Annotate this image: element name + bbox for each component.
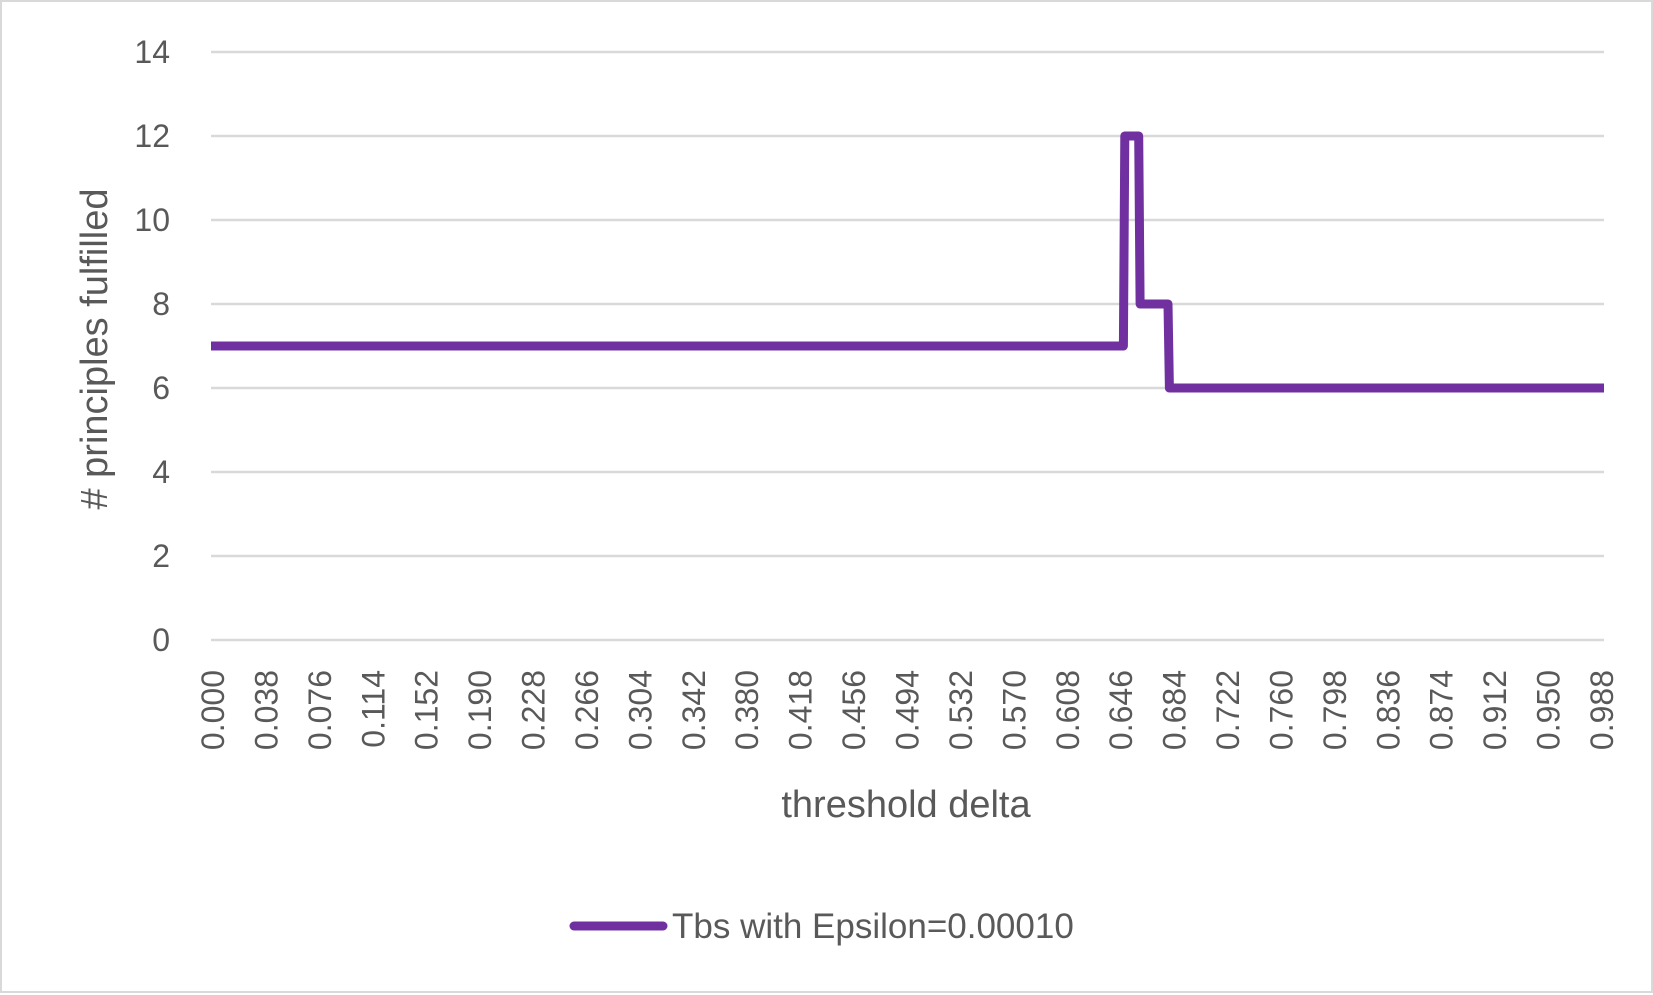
x-axis-title: threshold delta	[781, 784, 1031, 826]
x-tick-label: 0.418	[783, 670, 819, 750]
x-tick-label: 0.038	[248, 670, 284, 750]
x-tick-label: 0.760	[1263, 670, 1299, 750]
y-tick-label: 14	[134, 34, 170, 70]
legend-label: Tbs with Epsilon=0.00010	[672, 907, 1074, 946]
x-tick-label: 0.532	[943, 670, 979, 750]
x-tick-label: 0.304	[622, 670, 658, 750]
x-tick-label: 0.912	[1477, 670, 1513, 750]
x-tick-label: 0.836	[1370, 670, 1406, 750]
y-tick-label: 0	[152, 622, 170, 658]
x-axis-ticks: 0.000 0.038 0.076 0.114 0.152 0.190 0.228 0.266…	[195, 670, 1620, 750]
y-tick-label: 12	[134, 118, 170, 154]
x-tick-label: 0.608	[1050, 670, 1086, 750]
x-tick-label: 0.190	[462, 670, 498, 750]
x-tick-label: 0.456	[836, 670, 872, 750]
x-tick-label: 0.798	[1317, 670, 1353, 750]
y-tick-label: 10	[134, 202, 170, 238]
x-tick-label: 0.266	[569, 670, 605, 750]
x-tick-label: 0.646	[1103, 670, 1139, 750]
x-tick-label: 0.228	[516, 670, 552, 750]
x-tick-label: 0.076	[302, 670, 338, 750]
x-tick-label: 0.494	[890, 670, 926, 750]
y-tick-label: 8	[152, 286, 170, 322]
x-tick-label: 0.988	[1584, 670, 1620, 750]
x-tick-label: 0.380	[729, 670, 765, 750]
series-layer	[211, 131, 1604, 393]
x-tick-label: 0.342	[676, 670, 712, 750]
x-tick-label: 0.152	[409, 670, 445, 750]
y-axis-title: # principles fulfilled	[74, 188, 116, 509]
y-tick-label: 6	[152, 370, 170, 406]
x-tick-label: 0.114	[355, 670, 391, 748]
legend: Tbs with Epsilon=0.00010	[569, 907, 1074, 946]
y-tick-label: 4	[152, 454, 170, 490]
x-tick-label: 0.684	[1157, 670, 1193, 750]
y-axis-ticks: 0 2 4 6 8 10 12 14	[134, 34, 170, 658]
series-line-0	[211, 131, 1604, 393]
x-tick-label: 0.570	[996, 670, 1032, 750]
y-tick-label: 2	[152, 538, 170, 574]
x-tick-label: 0.722	[1210, 670, 1246, 750]
x-tick-label: 0.000	[195, 670, 231, 750]
x-tick-label: 0.874	[1424, 670, 1460, 750]
gridlines	[211, 50, 1604, 642]
x-tick-label: 0.950	[1531, 670, 1567, 750]
